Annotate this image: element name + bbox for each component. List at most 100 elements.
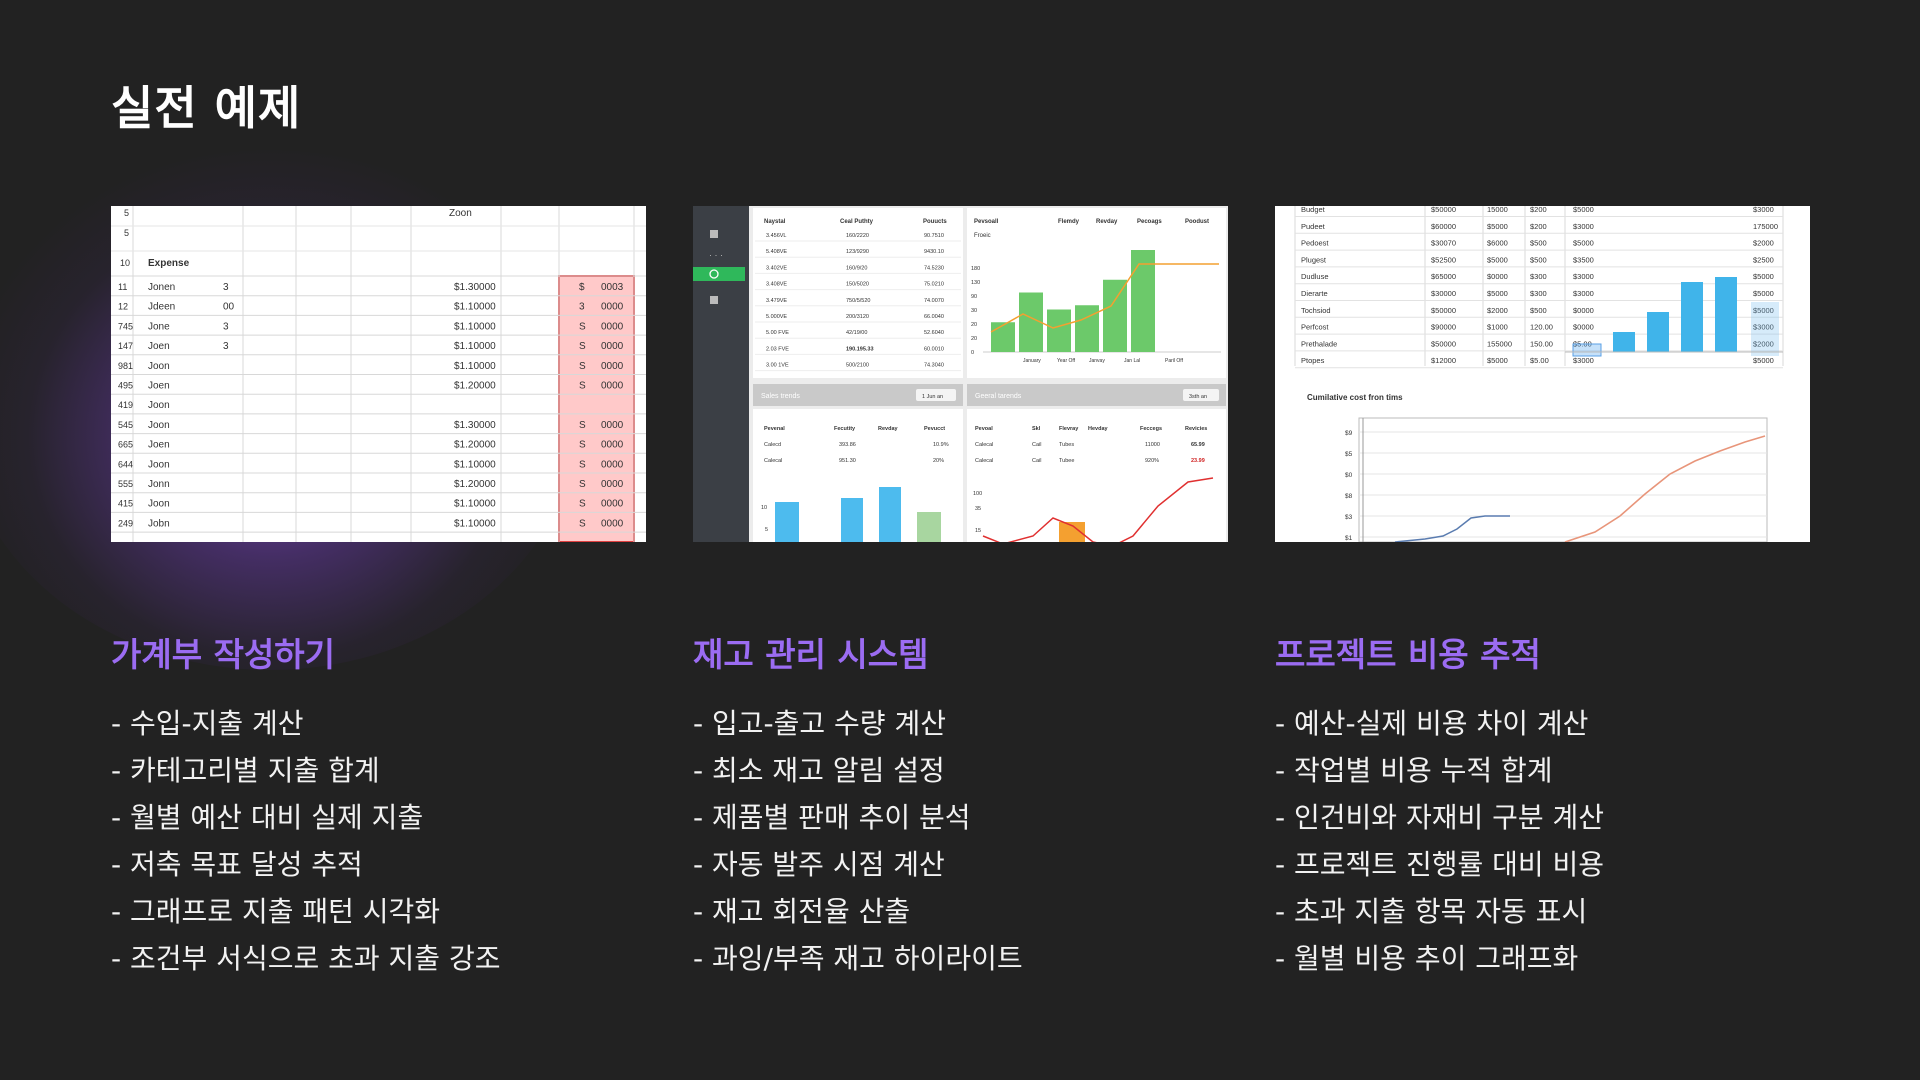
value-cell: 0000 — [601, 440, 624, 451]
cost-bar — [1681, 282, 1703, 352]
sub-table-header: Pevoal — [975, 426, 993, 432]
budget-cell: $90000 — [1431, 323, 1456, 332]
total-cell: 175000 — [1753, 222, 1778, 231]
value-cell: 0000 — [601, 479, 624, 490]
actual-cell: 155000 — [1487, 339, 1512, 348]
sub-chart-y-tick: 100 — [973, 491, 982, 497]
row-number: 545 — [118, 420, 133, 430]
row-number: 12 — [118, 302, 128, 312]
sub-table-header: Hevday — [1088, 426, 1109, 432]
amount-cell: $1.10000 — [454, 459, 496, 470]
chart-y-tick: $1 — [1345, 535, 1353, 542]
cost-bar — [1715, 277, 1737, 352]
table-cell: 3.479VE — [766, 298, 787, 304]
chart-y-tick: $8 — [1345, 493, 1353, 500]
budget-feature-list: - 수입-지출 계산 - 카테고리별 지출 합계 - 월별 예산 대비 실제 지… — [111, 700, 501, 982]
row-number: 5 — [124, 228, 129, 238]
item-name-cell: Budget — [1301, 206, 1326, 214]
line-chart-frame — [1358, 417, 1768, 542]
column-title-budget: 가계부 작성하기 — [111, 635, 336, 674]
currency-cell: S — [579, 518, 586, 529]
item-name-cell: Perfcost — [1301, 323, 1329, 332]
sub-table-header: Revicies — [1185, 426, 1207, 432]
name-cell: Joen — [148, 341, 170, 352]
table-cell: 200/3120 — [846, 314, 869, 320]
actual-cell: $2000 — [1487, 306, 1508, 315]
panel-header-sales — [753, 384, 963, 406]
selected-cells — [1751, 302, 1779, 356]
chart-x-tick: Janvay — [1089, 358, 1105, 364]
currency-cell: S — [579, 420, 586, 431]
table-cell: 66.0040 — [924, 314, 944, 320]
quantity-cell: 3 — [223, 341, 229, 352]
table-cell: 9430.10 — [924, 249, 944, 255]
cost-cell: $3000 — [1573, 272, 1594, 281]
list-item: - 과잉/부족 재고 하이라이트 — [693, 942, 1023, 975]
row-number: 555 — [118, 479, 133, 489]
quantity-cell: 3 — [223, 282, 229, 293]
actual-cell: $5000 — [1487, 289, 1508, 298]
name-cell: Joon — [148, 420, 170, 431]
sub-bar — [879, 487, 901, 542]
item-name-cell: Pudeet — [1301, 222, 1326, 231]
list-item: - 조건부 서식으로 초과 지출 강조 — [111, 942, 501, 975]
quantity-cell: 3 — [223, 321, 229, 332]
sub-table-cell: 920% — [1145, 458, 1159, 464]
chart-x-tick: Jan Lal — [1124, 358, 1140, 364]
value-cell: 0000 — [601, 518, 624, 529]
sub-table-cell: Cail — [1032, 442, 1041, 448]
budget-cell: $50000 — [1431, 306, 1456, 315]
table-cell: 3.456VL — [766, 233, 787, 239]
chart-y-tick: 0 — [971, 350, 974, 356]
total-cell: $3000 — [1753, 323, 1774, 332]
amount-cell: $1.30000 — [454, 282, 496, 293]
currency-cell: 3 — [579, 302, 585, 313]
list-item: - 수입-지출 계산 — [111, 707, 304, 740]
table-cell: 42/19/00 — [846, 330, 867, 336]
total-cell: $5000 — [1753, 306, 1774, 315]
sub-bar — [1059, 522, 1085, 542]
currency-cell: $ — [579, 282, 585, 293]
list-item: - 인건비와 자재비 구분 계산 — [1275, 801, 1605, 834]
chart-x-tick: January — [1023, 358, 1041, 364]
table-cell: 60.0010 — [924, 346, 944, 352]
amount-cell: $1.10000 — [454, 341, 496, 352]
sales-bar — [991, 322, 1015, 352]
chart-y-tick: 130 — [971, 280, 980, 286]
row-number: 665 — [118, 440, 133, 450]
inventory-feature-list: - 입고-출고 수량 계산 - 최소 재고 알림 설정 - 제품별 판매 추이 … — [693, 700, 1023, 982]
item-name-cell: Pedoest — [1301, 239, 1329, 248]
sales-bar — [1131, 250, 1155, 352]
sales-bar — [1047, 309, 1071, 352]
cost-bar — [1647, 312, 1669, 352]
quantity-cell: 00 — [223, 302, 235, 313]
list-item: - 프로젝트 진행률 대비 비용 — [1275, 848, 1605, 881]
table-cell: 500/2100 — [846, 363, 869, 369]
name-cell: Joen — [148, 381, 170, 392]
sub-table-cell: 11000 — [1145, 442, 1160, 448]
name-cell: Jdeen — [148, 302, 175, 313]
list-item: - 월별 예산 대비 실제 지출 — [111, 801, 424, 834]
actual-cell: 15000 — [1487, 206, 1508, 214]
currency-cell: S — [579, 499, 586, 510]
cost-cell: $3000 — [1573, 356, 1594, 365]
row-number: 147 — [118, 341, 133, 351]
list-item: - 제품별 판매 추이 분석 — [693, 801, 971, 834]
budget-cell: $52500 — [1431, 255, 1456, 264]
amount-cell: $1.20000 — [454, 440, 496, 451]
value-cell: 0000 — [601, 499, 624, 510]
currency-cell: S — [579, 321, 586, 332]
table-cell: 150/5020 — [846, 282, 869, 288]
cost-cell: $3000 — [1573, 222, 1594, 231]
variance-cell: $500 — [1530, 239, 1547, 248]
variance-cell: $500 — [1530, 306, 1547, 315]
name-cell: Joon — [148, 400, 170, 411]
sidebar-active-item — [693, 267, 745, 281]
slide-title: 실전 예제 — [111, 81, 302, 135]
total-cell: $5000 — [1753, 356, 1774, 365]
section-label: Expense — [148, 258, 190, 269]
list-item: - 입고-출고 수량 계산 — [693, 707, 946, 740]
chart-label: Froeic — [974, 233, 991, 239]
sales-bar — [1075, 305, 1099, 352]
sub-chart-y-tick: 10 — [761, 505, 767, 511]
